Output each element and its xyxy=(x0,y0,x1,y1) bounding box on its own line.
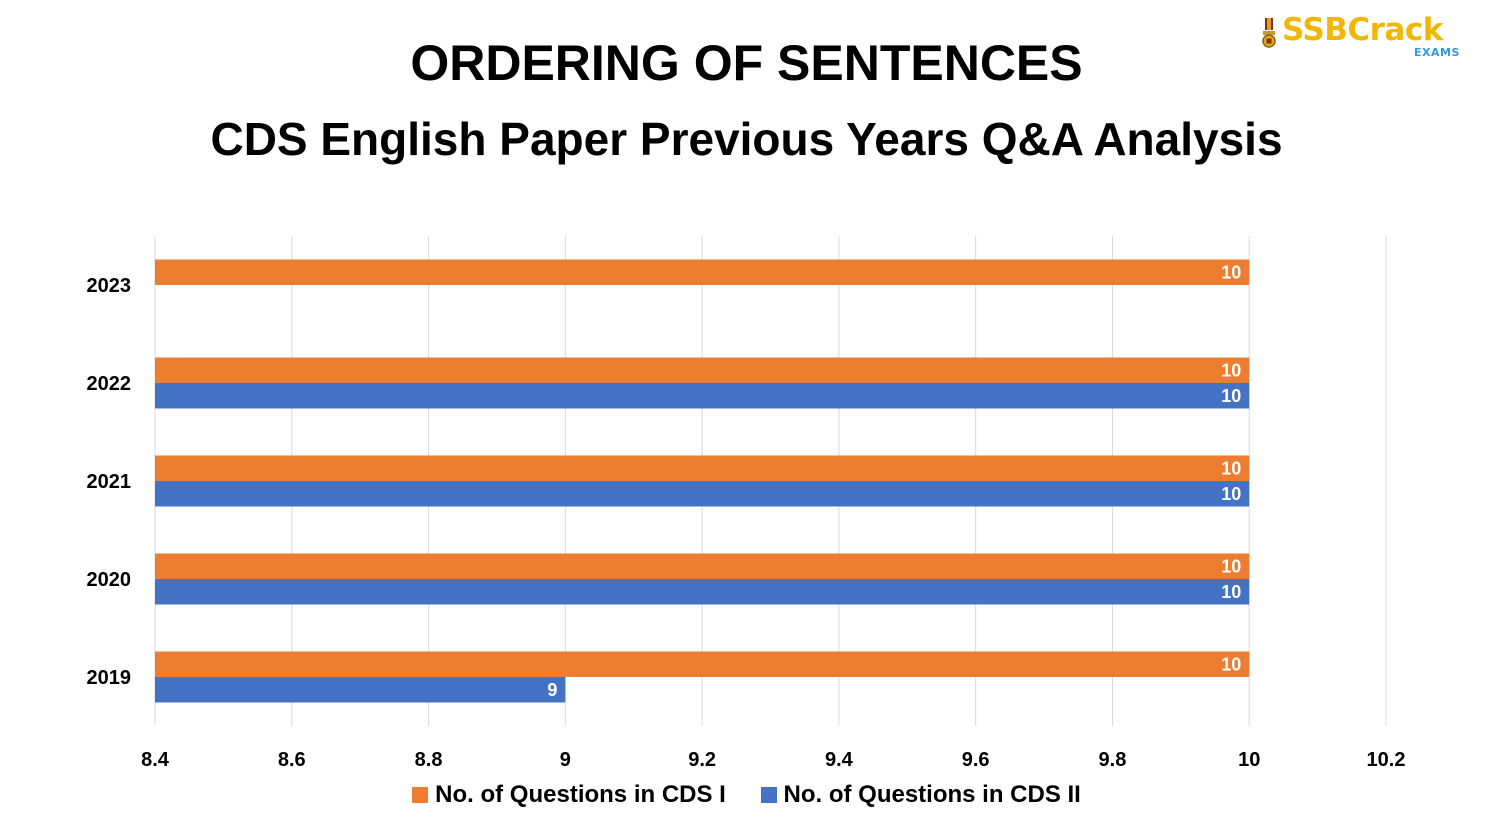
x-tick-label: 9.4 xyxy=(825,749,854,771)
x-axis-labels: 8.4 8.6 8.8 9 9.2 9.4 9.6 9.8 10 10.2 xyxy=(141,749,1405,771)
x-tick-label: 8.4 xyxy=(141,749,170,771)
x-tick-label: 10 xyxy=(1238,749,1260,771)
bar-2021-series-2 xyxy=(155,481,1250,507)
bar-2019-series-2 xyxy=(155,677,566,703)
data-labels: 10 10 10 10 10 10 10 10 9 xyxy=(547,262,1241,700)
bar-2020-series-1 xyxy=(155,553,1250,579)
chart-subtitle: CDS English Paper Previous Years Q&A Ana… xyxy=(210,113,1283,165)
data-label: 10 xyxy=(1221,556,1241,576)
bar-2019-series-1 xyxy=(155,651,1250,677)
data-label: 10 xyxy=(1221,458,1241,478)
x-tick-label: 9.2 xyxy=(688,749,716,771)
legend-item-cds-1: No. of Questions in CDS I xyxy=(412,781,726,809)
bar-2021-series-1 xyxy=(155,455,1250,481)
y-tick-label: 2021 xyxy=(87,471,132,493)
legend-swatch-cds-2 xyxy=(760,787,777,803)
y-tick-label: 2023 xyxy=(87,275,132,297)
bar-2022-series-1 xyxy=(155,357,1250,383)
bar-2020-series-2 xyxy=(155,579,1250,605)
data-label: 10 xyxy=(1221,484,1241,504)
y-tick-label: 2022 xyxy=(87,373,132,395)
legend-item-cds-2: No. of Questions in CDS II xyxy=(760,781,1081,809)
x-tick-label: 9.6 xyxy=(962,749,990,771)
data-label: 10 xyxy=(1221,360,1241,380)
chart-title: ORDERING OF SENTENCES xyxy=(410,35,1083,91)
data-label: 10 xyxy=(1221,262,1241,282)
y-axis-labels: 2023 2022 2021 2020 2019 xyxy=(87,275,132,689)
x-tick-label: 8.8 xyxy=(415,749,443,771)
legend-swatch-cds-1 xyxy=(412,787,429,803)
x-tick-label: 9 xyxy=(560,749,571,771)
data-label: 10 xyxy=(1221,582,1241,602)
x-tick-label: 8.6 xyxy=(278,749,306,771)
legend: No. of Questions in CDS I No. of Questio… xyxy=(0,781,1493,810)
medal-icon xyxy=(1262,18,1276,48)
legend-label-cds-1: No. of Questions in CDS I xyxy=(435,781,726,808)
y-tick-label: 2019 xyxy=(87,667,132,689)
x-tick-label: 10.2 xyxy=(1367,749,1406,771)
brand-logo: SSBCrack EXAMS xyxy=(1262,12,1472,64)
brand-tagline: EXAMS xyxy=(1414,46,1460,59)
bar-2023-series-1 xyxy=(155,259,1250,285)
data-label: 9 xyxy=(547,680,557,700)
data-label: 10 xyxy=(1221,386,1241,406)
data-label: 10 xyxy=(1221,654,1241,674)
y-tick-label: 2020 xyxy=(87,569,132,591)
bars xyxy=(155,259,1250,703)
legend-label-cds-2: No. of Questions in CDS II xyxy=(783,781,1081,808)
bar-2022-series-2 xyxy=(155,383,1250,409)
brand-name: SSBCrack xyxy=(1282,12,1443,48)
x-tick-label: 9.8 xyxy=(1099,749,1127,771)
